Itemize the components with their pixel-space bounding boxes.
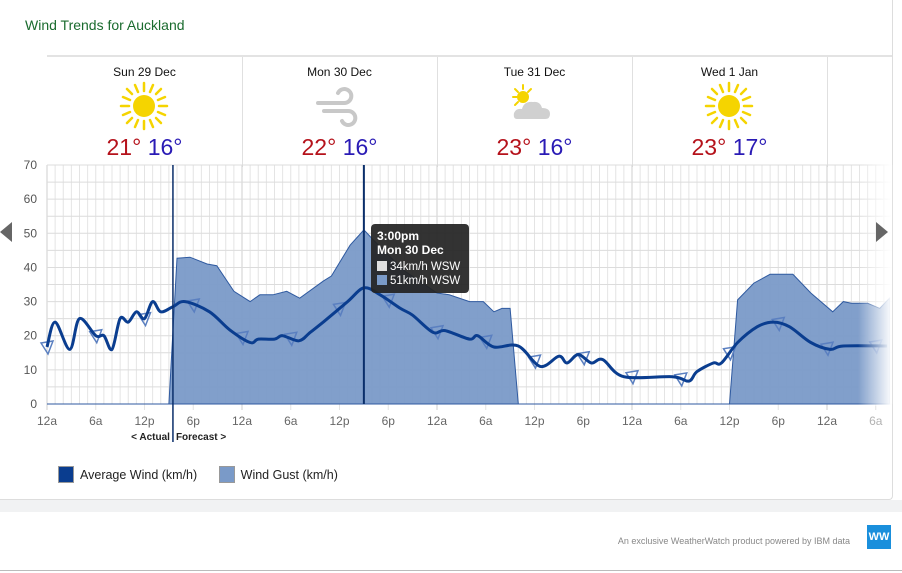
page-title: Wind Trends for Auckland (25, 17, 185, 33)
x-tick-label: 6p (577, 414, 591, 428)
temperature-range: 23° 16° (437, 134, 632, 161)
x-tick-label: 12a (817, 414, 837, 428)
x-tick-label: 6a (869, 414, 883, 428)
average-wind-line (45, 286, 888, 383)
x-tick-label: 12a (622, 414, 642, 428)
sun-icon (119, 81, 169, 131)
right-fade (858, 160, 892, 406)
day-name: Mon 30 Dec (307, 65, 372, 79)
x-tick-label: 6p (382, 414, 396, 428)
x-tick-label: 12p (719, 414, 739, 428)
x-tick-label: 6p (187, 414, 201, 428)
day-column: Mon 30 Dec 22° 16° (242, 57, 438, 167)
forecast-label: Forecast > (176, 432, 226, 443)
legend-item-average-wind[interactable]: Average Wind (km/h) (58, 466, 197, 483)
wind-direction-arrow (234, 330, 250, 347)
wind-direction-arrow (527, 354, 542, 370)
sun-icon (704, 81, 754, 131)
temperature-range: 21° 16° (47, 134, 242, 161)
temperature-range: 22° 16° (242, 134, 437, 161)
day-name: Wed 1 Jan (700, 65, 759, 79)
y-tick-label: 0 (30, 397, 37, 411)
gust-swatch (377, 275, 387, 285)
wind-gust-area (47, 229, 891, 405)
legend-swatch (58, 466, 74, 483)
legend-item-wind-gust[interactable]: Wind Gust (km/h) (218, 466, 338, 483)
separator-band (0, 500, 902, 512)
tooltip-date: Mon 30 Dec (377, 243, 444, 257)
x-axis: 12a 6a 12p 6p 12a 6a 12p 6p 12a 6a 12p 6p 12a 6a 12p 6p… (37, 414, 883, 428)
y-tick-label: 40 (24, 260, 38, 274)
y-tick-label: 60 (24, 192, 38, 206)
legend-swatch (218, 466, 235, 483)
day-column: Tue 31 Dec 23° 16° (437, 57, 633, 167)
x-tick-label: 12p (329, 414, 349, 428)
x-tick-label: 12a (427, 414, 447, 428)
day-column: Wed 1 Jan 23° 17° (632, 57, 828, 167)
y-tick-label: 10 (24, 363, 38, 377)
wind-direction-arrow (137, 311, 152, 328)
low-temp: 16° (537, 134, 573, 160)
chart-tooltip: 3:00pm Mon 30 Dec 34km/h WSW 51km/h WSW (371, 224, 469, 293)
wind-direction-arrow (478, 334, 493, 351)
high-temp: 21° (106, 134, 142, 160)
legend-label: Wind Gust (km/h) (240, 467, 338, 482)
temperature-range: 23° 17° (632, 134, 827, 161)
tooltip-avg-row: 34km/h WSW (377, 261, 460, 273)
day-name: Sun 29 Dec (113, 65, 176, 79)
day-column: Sun 29 Dec 21° 16° (47, 57, 243, 167)
partly-cloudy-icon (512, 84, 550, 119)
low-temp: 17° (732, 134, 768, 160)
x-tick-label: 12p (134, 414, 154, 428)
x-tick-label: 6a (479, 414, 493, 428)
x-tick-label: 12a (37, 414, 57, 428)
x-tick-label: 6a (89, 414, 103, 428)
y-tick-label: 20 (24, 329, 38, 343)
tooltip-gust-value: 51km/h WSW (390, 275, 461, 287)
chart-legend: Average Wind (km/h) Wind Gust (km/h) (58, 466, 356, 486)
y-axis: 0 10 20 30 40 50 60 70 (24, 158, 38, 411)
wind-chart[interactable]: 0 10 20 30 40 50 60 70 12a 6a 12p 6p 12a 6a 12p 6p 12a 6… (0, 150, 902, 450)
x-tick-label: 12p (524, 414, 544, 428)
powered-by-text: An exclusive WeatherWatch product powere… (617, 536, 850, 546)
y-tick-label: 70 (24, 158, 38, 172)
high-temp: 22° (301, 134, 337, 160)
legend-label: Average Wind (km/h) (80, 467, 198, 482)
x-tick-label: 6p (772, 414, 786, 428)
avg-swatch (377, 261, 387, 271)
low-temp: 16° (147, 134, 183, 160)
day-name: Tue 31 Dec (503, 65, 566, 79)
footer: An exclusive WeatherWatch product powere… (0, 512, 902, 571)
x-tick-label: 6a (284, 414, 298, 428)
day-forecast-strip: Sun 29 Dec 21° 16° Mon 30 Dec 22° 16° Tu… (47, 55, 892, 167)
y-tick-label: 50 (24, 226, 38, 240)
tooltip-gust-row: 51km/h WSW (377, 275, 460, 287)
scroll-right-arrow[interactable] (876, 222, 888, 242)
tooltip-time: 3:00pm (377, 229, 420, 243)
low-temp: 16° (342, 134, 378, 160)
x-tick-label: 12a (232, 414, 252, 428)
y-tick-label: 30 (24, 295, 38, 309)
high-temp: 23° (496, 134, 532, 160)
tooltip-avg-value: 34km/h WSW (390, 261, 461, 273)
x-tick-label: 6a (674, 414, 688, 428)
weatherwatch-logo[interactable]: WW (867, 525, 891, 549)
scroll-left-arrow[interactable] (0, 222, 12, 242)
wind-icon (316, 87, 358, 127)
high-temp: 23° (691, 134, 727, 160)
actual-label: < Actual (131, 432, 170, 443)
